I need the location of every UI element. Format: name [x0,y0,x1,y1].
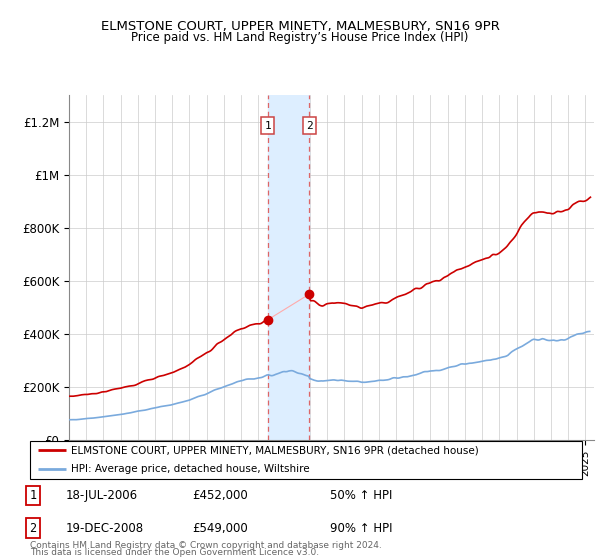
Text: Price paid vs. HM Land Registry’s House Price Index (HPI): Price paid vs. HM Land Registry’s House … [131,31,469,44]
Text: 18-JUL-2006: 18-JUL-2006 [66,489,138,502]
FancyBboxPatch shape [30,441,582,479]
Text: ELMSTONE COURT, UPPER MINETY, MALMESBURY, SN16 9PR (detached house): ELMSTONE COURT, UPPER MINETY, MALMESBURY… [71,445,479,455]
Text: £452,000: £452,000 [192,489,248,502]
Text: 2: 2 [306,120,313,130]
Bar [268,95,309,440]
Text: 50% ↑ HPI: 50% ↑ HPI [330,489,392,502]
Text: Contains HM Land Registry data © Crown copyright and database right 2024.: Contains HM Land Registry data © Crown c… [30,541,382,550]
Text: ELMSTONE COURT, UPPER MINETY, MALMESBURY, SN16 9PR: ELMSTONE COURT, UPPER MINETY, MALMESBURY… [101,20,499,32]
Text: 2: 2 [29,521,37,535]
Text: 19-DEC-2008: 19-DEC-2008 [66,521,144,535]
Text: 90% ↑ HPI: 90% ↑ HPI [330,521,392,535]
Text: HPI: Average price, detached house, Wiltshire: HPI: Average price, detached house, Wilt… [71,464,310,474]
Text: £549,000: £549,000 [192,521,248,535]
Text: 1: 1 [29,489,37,502]
Text: This data is licensed under the Open Government Licence v3.0.: This data is licensed under the Open Gov… [30,548,319,557]
Text: 1: 1 [264,120,271,130]
